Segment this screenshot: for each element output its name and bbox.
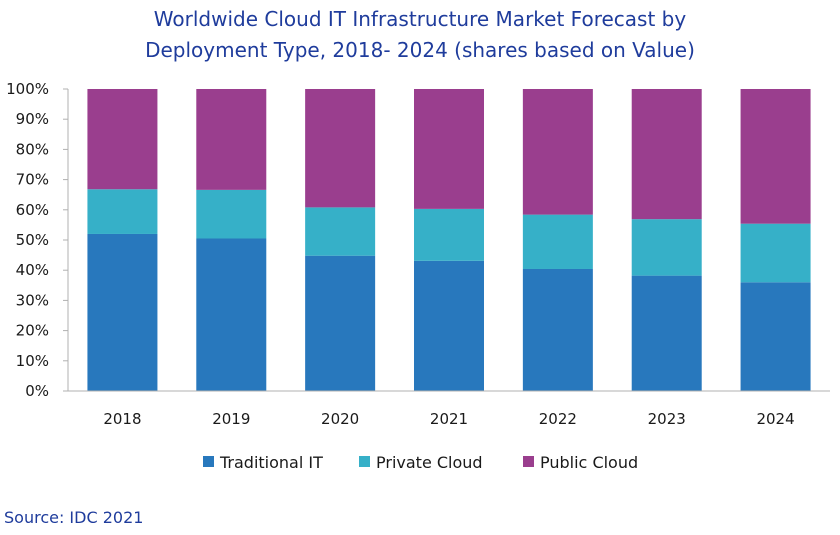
y-tick-label: 80% bbox=[16, 140, 49, 158]
bar-private-cloud-2023 bbox=[631, 219, 702, 276]
chart-title-line-1: Worldwide Cloud IT Infrastructure Market… bbox=[153, 7, 687, 31]
bar-public-cloud-2023 bbox=[631, 89, 702, 220]
bar-private-cloud-2024 bbox=[740, 223, 811, 283]
bar-public-cloud-2022 bbox=[522, 89, 593, 215]
legend-swatch-traditional-it bbox=[203, 456, 214, 467]
x-tick-label-2021: 2021 bbox=[430, 410, 468, 428]
bar-public-cloud-2019 bbox=[196, 89, 267, 190]
y-tick-label: 90% bbox=[16, 110, 49, 128]
x-axis: 2018 2019 2020 2021 2022 2023 2024 bbox=[63, 390, 830, 428]
legend-swatch-public-cloud bbox=[523, 456, 534, 467]
x-tick-label-2023: 2023 bbox=[648, 410, 686, 428]
legend: Traditional IT Private Cloud Public Cloud bbox=[203, 453, 638, 472]
x-tick-label-2020: 2020 bbox=[321, 410, 359, 428]
x-tick-label-2018: 2018 bbox=[103, 410, 141, 428]
bar-private-cloud-2020 bbox=[305, 207, 376, 256]
y-tick-label: 100% bbox=[6, 80, 49, 98]
y-tick-label: 60% bbox=[16, 201, 49, 219]
y-tick-label: 20% bbox=[16, 322, 49, 340]
bar-traditional-it-2024 bbox=[740, 282, 811, 391]
legend-label-private-cloud: Private Cloud bbox=[376, 453, 483, 472]
bar-private-cloud-2022 bbox=[522, 214, 593, 269]
y-tick-label: 50% bbox=[16, 231, 49, 249]
bars-group bbox=[87, 89, 811, 391]
x-tick-label-2019: 2019 bbox=[212, 410, 250, 428]
bar-private-cloud-2018 bbox=[87, 189, 158, 234]
bar-traditional-it-2020 bbox=[305, 255, 376, 391]
bar-traditional-it-2023 bbox=[631, 275, 702, 391]
bar-public-cloud-2020 bbox=[305, 89, 376, 208]
x-tick-label-2022: 2022 bbox=[539, 410, 577, 428]
bar-public-cloud-2024 bbox=[740, 89, 811, 224]
bar-public-cloud-2021 bbox=[414, 89, 484, 209]
y-tick-label: 40% bbox=[16, 261, 49, 279]
chart-title-line-2: Deployment Type, 2018- 2024 (shares base… bbox=[145, 38, 695, 62]
bar-traditional-it-2022 bbox=[522, 268, 593, 391]
bar-traditional-it-2018 bbox=[87, 233, 158, 391]
bar-private-cloud-2019 bbox=[196, 189, 267, 239]
chart-title: Worldwide Cloud IT Infrastructure Market… bbox=[0, 4, 840, 66]
x-tick-label-2024: 2024 bbox=[756, 410, 794, 428]
legend-label-traditional-it: Traditional IT bbox=[219, 453, 323, 472]
bar-public-cloud-2018 bbox=[87, 89, 158, 190]
source-note: Source: IDC 2021 bbox=[4, 508, 144, 527]
y-tick-label: 0% bbox=[25, 382, 49, 400]
bar-traditional-it-2019 bbox=[196, 238, 267, 391]
legend-swatch-private-cloud bbox=[359, 456, 370, 467]
bar-traditional-it-2021 bbox=[414, 260, 484, 391]
y-tick-label: 70% bbox=[16, 171, 49, 189]
y-axis: 0% 10% 20% 30% 40% 50% 60% 70% 80% 90% 100% bbox=[6, 80, 69, 400]
y-tick-label: 10% bbox=[16, 352, 49, 370]
legend-label-public-cloud: Public Cloud bbox=[540, 453, 638, 472]
bar-private-cloud-2021 bbox=[414, 208, 484, 261]
y-tick-label: 30% bbox=[16, 291, 49, 309]
